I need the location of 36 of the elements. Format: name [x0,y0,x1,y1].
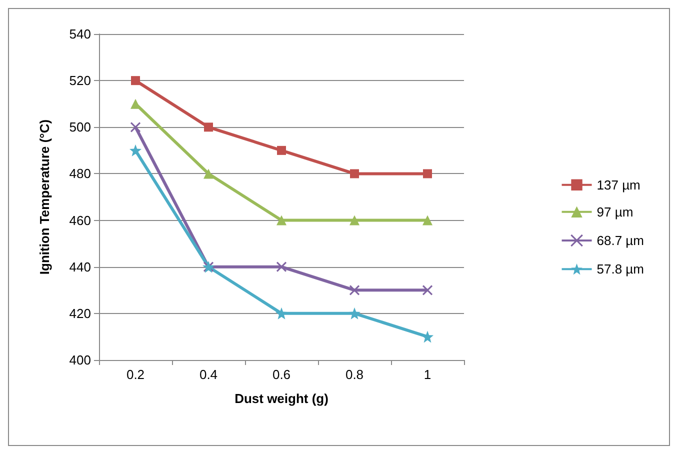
y-tick-label: 400 [69,352,91,368]
x-tick-label: 0.4 [199,367,218,382]
point [276,215,286,226]
point [349,284,360,296]
point [422,330,434,343]
y-tick-label: 460 [69,212,91,228]
point [277,146,286,155]
y-axis-title: Ignition Temperature (°C) [37,119,52,275]
y-tick-label: 420 [69,306,91,321]
point [348,307,360,320]
legend-label: 68.7 µm [596,233,644,248]
x-tick-label: 0.6 [272,367,291,382]
point [131,76,140,86]
y-tick-label: 540 [69,26,91,42]
point [204,168,214,179]
point [276,262,287,272]
x-tick-label: 0.8 [345,367,364,382]
x-tick-label: 1 [424,367,432,382]
y-tick-label: 500 [69,120,91,135]
x-tick-label: 0.2 [126,367,145,382]
x-axis-title: Dust weight (g) [234,391,328,406]
point [423,169,432,178]
point [350,169,359,178]
y-tick-label: 520 [69,73,91,88]
legend-label: 97 µm [596,204,634,220]
point [130,144,142,156]
point [422,284,433,296]
point [350,215,360,226]
point [276,307,288,320]
point [130,122,141,132]
legend-label: 137 µm [596,177,640,192]
point [204,122,213,132]
legend-label: 57.8 µm [596,262,644,277]
point [422,215,432,226]
y-tick-label: 440 [69,259,91,274]
y-tick-label: 480 [69,166,91,182]
